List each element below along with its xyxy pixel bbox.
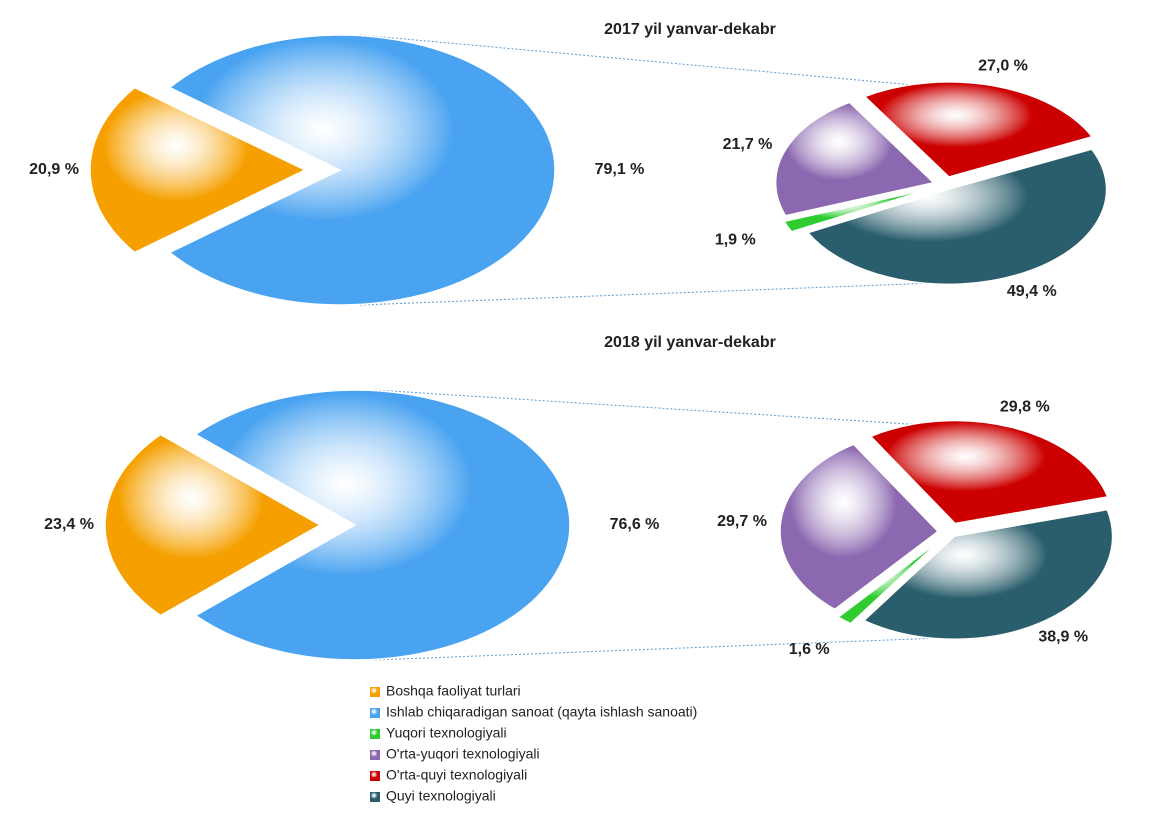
data-label: 20,9 % bbox=[29, 161, 79, 178]
legend-swatch bbox=[370, 771, 380, 781]
data-label: 21,7 % bbox=[723, 136, 773, 153]
legend-swatch bbox=[370, 750, 380, 760]
main-pie-slice bbox=[194, 389, 571, 661]
chart-title: 2018 yil yanvar-dekabr bbox=[604, 334, 776, 351]
detail-pie-slice bbox=[862, 508, 1114, 641]
legend-swatch bbox=[370, 729, 380, 739]
data-label: 1,6 % bbox=[789, 641, 830, 658]
legend-label: Boshqa faoliyat turlari bbox=[386, 683, 521, 699]
data-label: 27,0 % bbox=[978, 58, 1028, 75]
detail-pie-slice bbox=[869, 419, 1109, 525]
legend-swatch bbox=[370, 708, 380, 718]
data-label: 23,4 % bbox=[44, 516, 94, 533]
legend-label: Ishlab chiqaradigan sanoat (qayta ishlas… bbox=[386, 704, 697, 720]
main-pie-slice bbox=[104, 433, 322, 617]
legend-label: Quyi texnologiyali bbox=[386, 788, 496, 804]
data-label: 1,9 % bbox=[715, 232, 756, 249]
data-label: 29,7 % bbox=[717, 513, 767, 530]
data-label: 79,1 % bbox=[595, 161, 645, 178]
legend-label: O'rta-yuqori texnologiyali bbox=[386, 746, 540, 762]
data-label: 76,6 % bbox=[610, 516, 660, 533]
detail-pie-slice bbox=[836, 538, 942, 625]
detail-pie-slice bbox=[782, 187, 933, 233]
data-label: 49,4 % bbox=[1007, 283, 1057, 300]
legend-swatch bbox=[370, 792, 380, 802]
legend-label: O'rta-quyi texnologiyali bbox=[386, 767, 527, 783]
legend-label: Yuqori texnologiyali bbox=[386, 725, 507, 741]
legend-swatch bbox=[370, 687, 380, 697]
chart-title: 2017 yil yanvar-dekabr bbox=[604, 21, 776, 38]
main-pie-slice bbox=[168, 34, 556, 306]
main-pie-slice bbox=[89, 86, 307, 254]
detail-pie-slice bbox=[806, 148, 1108, 285]
data-label: 29,8 % bbox=[1000, 399, 1050, 416]
connector-line bbox=[359, 34, 936, 88]
detail-pie-slice bbox=[779, 443, 940, 611]
data-label: 38,9 % bbox=[1038, 629, 1088, 646]
detail-pie-slice bbox=[863, 81, 1094, 178]
detail-pie-slice bbox=[774, 101, 936, 217]
